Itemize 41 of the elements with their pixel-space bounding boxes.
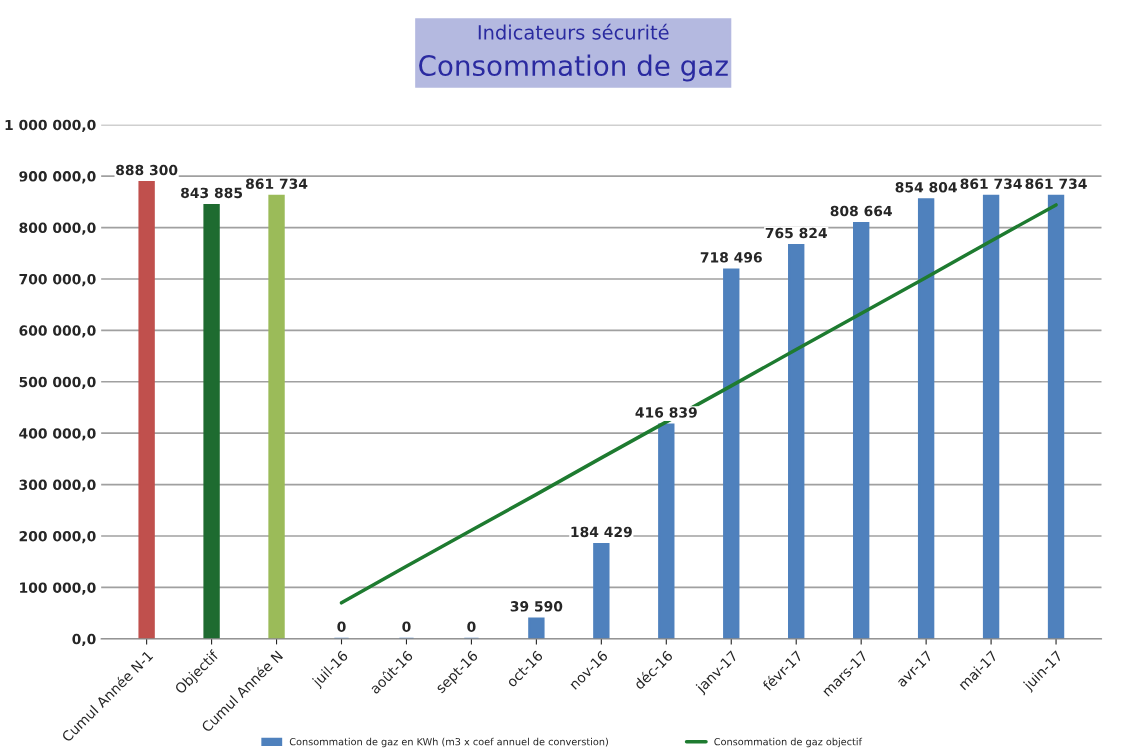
y-tick-label: 500 000,0: [19, 376, 96, 390]
y-tick-label: 700 000,0: [19, 273, 96, 287]
data-label: 718 496: [700, 252, 762, 263]
bar: [593, 542, 610, 639]
bar: [723, 268, 740, 639]
bar: [528, 617, 545, 639]
data-label: 861 734: [960, 178, 1022, 189]
data-label: 0: [337, 621, 346, 632]
bar: [138, 181, 155, 639]
data-label: 0: [402, 621, 411, 632]
y-tick-label: 900 000,0: [19, 171, 96, 184]
y-tick-label: 0,0: [72, 633, 96, 647]
bar: [982, 194, 1000, 639]
bar: [1047, 194, 1065, 639]
data-label: 854 804: [895, 182, 957, 193]
bar: [788, 244, 805, 639]
y-tick-label: 1 000 000,0: [5, 119, 96, 132]
chart-subtitle: Consommation de gaz: [419, 54, 728, 82]
data-label: 39 590: [510, 601, 563, 612]
bar: [852, 222, 870, 639]
data-label: 843 885: [181, 187, 243, 199]
legend-label: Consommation de gaz en KWh (m3 x coef annuel de converstion): [289, 737, 608, 748]
data-label: 184 429: [571, 526, 632, 538]
data-label: 888 300: [116, 164, 178, 176]
y-tick-label: 100 000,0: [20, 582, 96, 595]
data-label: 416 839: [635, 407, 697, 418]
data-label: 808 664: [830, 205, 892, 217]
y-tick-label: 600 000,0: [19, 325, 96, 338]
bar: [917, 198, 935, 639]
bar: [203, 203, 220, 639]
data-label: 861 734: [1025, 178, 1087, 189]
y-tick-label: 300 000,0: [19, 479, 96, 492]
chart-title: Indicateurs sécurité: [478, 23, 669, 40]
bar: [268, 194, 285, 639]
data-label: 861 734: [245, 178, 308, 189]
legend-label: Consommation de gaz objectif: [714, 737, 863, 748]
data-label: 765 824: [765, 227, 827, 239]
y-tick-label: 200 000,0: [19, 530, 96, 544]
data-label: 0: [467, 621, 476, 632]
y-tick-label: 400 000,0: [19, 428, 96, 441]
y-tick-label: 800 000,0: [19, 222, 96, 235]
